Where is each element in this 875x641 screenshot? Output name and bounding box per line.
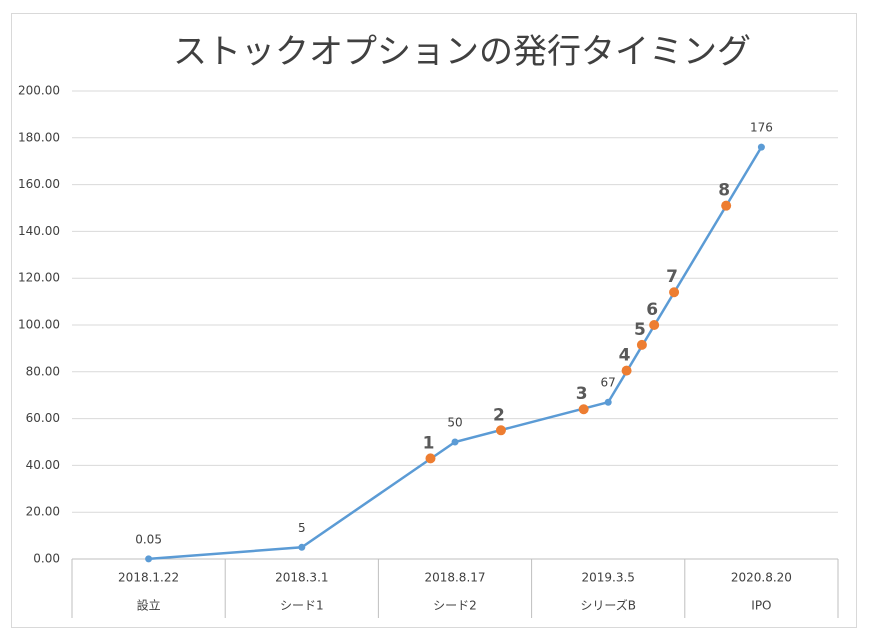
data-point <box>578 404 589 415</box>
data-point <box>757 143 765 151</box>
data-point <box>721 200 732 211</box>
x-tick-label: 設立 <box>137 598 161 613</box>
data-label: 0.05 <box>135 532 162 546</box>
data-label: 4 <box>619 346 631 366</box>
y-tick-label: 120.00 <box>18 271 60 285</box>
x-tick-label: 2019.3.5 <box>581 571 634 585</box>
data-point <box>495 425 506 436</box>
y-tick-label: 0.00 <box>33 552 60 566</box>
y-tick-label: 180.00 <box>18 130 60 144</box>
data-label: 2 <box>493 405 505 425</box>
y-tick-label: 200.00 <box>18 84 60 98</box>
chart-title: ストックオプションの発行タイミング <box>173 32 751 72</box>
data-point <box>621 365 632 376</box>
y-tick-label: 100.00 <box>18 318 60 332</box>
data-point <box>604 398 612 406</box>
y-tick-label: 40.00 <box>26 458 60 472</box>
x-tick-label: 2018.1.22 <box>118 571 179 585</box>
data-point <box>425 453 436 464</box>
data-label: 5 <box>634 320 646 340</box>
data-label: 67 <box>601 376 616 390</box>
data-point <box>298 543 306 551</box>
y-tick-label: 160.00 <box>18 177 60 191</box>
y-tick-label: 80.00 <box>26 364 60 378</box>
x-tick-label: IPO <box>751 599 771 613</box>
data-label: 176 <box>750 121 773 135</box>
data-label: 8 <box>718 181 730 201</box>
data-point <box>669 287 680 298</box>
data-label: 1 <box>423 433 435 453</box>
x-tick-label: シリーズB <box>580 598 636 613</box>
data-label: 50 <box>447 416 462 430</box>
chart-border <box>11 13 857 628</box>
x-tick-label: シード1 <box>280 599 324 613</box>
data-label: 7 <box>666 267 678 287</box>
y-tick-label: 60.00 <box>26 411 60 425</box>
y-tick-label: 140.00 <box>18 224 60 238</box>
y-tick-label: 20.00 <box>26 505 60 519</box>
x-tick-label: 2018.8.17 <box>424 571 485 585</box>
data-point <box>145 555 153 563</box>
data-label: 3 <box>576 384 588 404</box>
data-label: 6 <box>646 300 658 320</box>
data-point <box>636 339 647 350</box>
x-tick-label: 2018.3.1 <box>275 571 328 585</box>
x-tick-label: 2020.8.20 <box>731 571 792 585</box>
data-label: 5 <box>298 521 306 535</box>
x-tick-label: シード2 <box>433 599 477 613</box>
data-point <box>649 320 660 330</box>
data-point <box>451 438 459 446</box>
